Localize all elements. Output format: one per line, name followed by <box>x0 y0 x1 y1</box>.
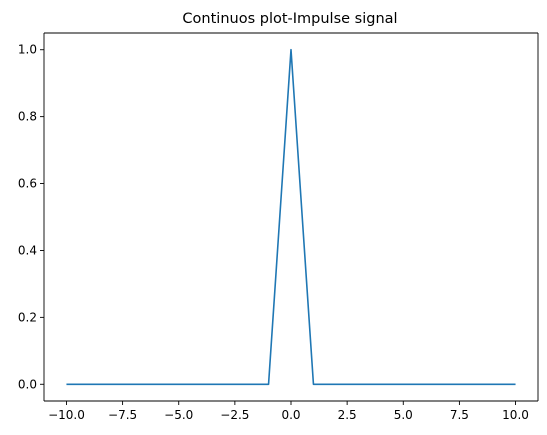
y-tick-label: 0.6 <box>18 177 37 191</box>
series-line-0 <box>66 48 516 386</box>
y-tick-label: 0.4 <box>18 243 37 257</box>
y-tick-label: 0.8 <box>18 110 37 124</box>
x-tick-label: −5.0 <box>164 408 193 422</box>
x-tick-label: 5.0 <box>394 408 413 422</box>
x-tick-label: −10.0 <box>48 408 85 422</box>
x-tick-label: −7.5 <box>108 408 137 422</box>
x-tick-label: 2.5 <box>338 408 357 422</box>
chart-title: Continuos plot-Impulse signal <box>182 11 397 27</box>
x-tick-label: 0.0 <box>281 408 300 422</box>
y-tick-label: 1.0 <box>18 43 37 57</box>
x-tick-label: 7.5 <box>450 408 469 422</box>
plot-area: −10.0 −7.5 −5.0 −2.5 0.0 2.5 5.0 7.5 10.0 0.0 0.2 0… <box>18 32 539 422</box>
x-tick-label: −2.5 <box>220 408 249 422</box>
y-tick-label: 0.0 <box>18 377 37 391</box>
y-tick-label: 0.2 <box>18 310 37 324</box>
x-tick-label: 10.0 <box>502 408 529 422</box>
